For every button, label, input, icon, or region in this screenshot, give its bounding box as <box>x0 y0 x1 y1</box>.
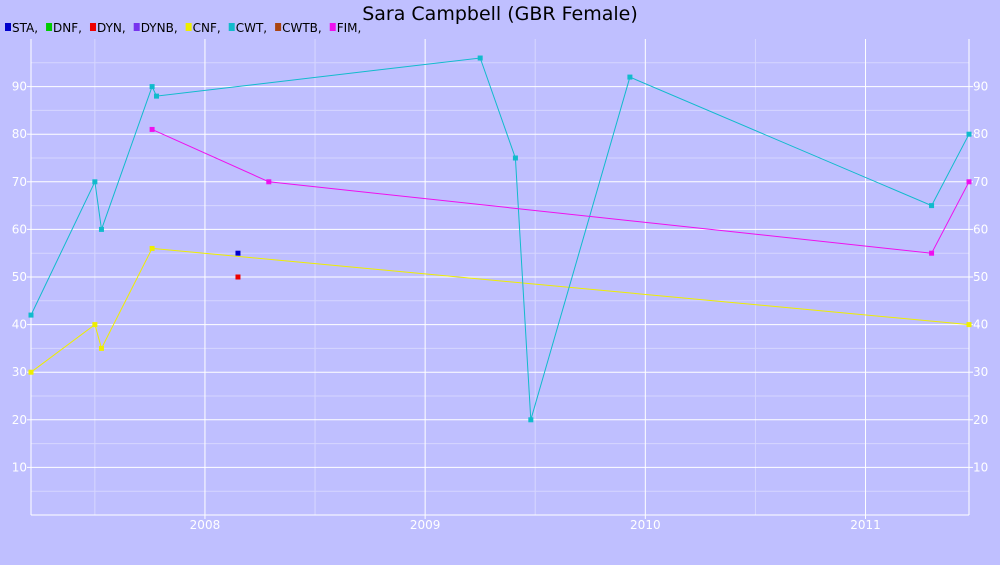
legend-swatch-cwtb <box>275 23 282 31</box>
y-tick-label-left: 90 <box>12 80 27 94</box>
series-line-fim <box>151 128 970 254</box>
series-sta <box>235 250 241 256</box>
legend-label-dyn: DYN, <box>97 21 126 35</box>
y-tick-label-right: 20 <box>973 413 988 427</box>
data-point-cwt <box>149 84 155 90</box>
legend-swatch-sta <box>5 23 11 31</box>
data-point-cwt <box>627 74 633 80</box>
legend-swatch-cnf <box>185 23 192 31</box>
y-tick-label-right: 40 <box>973 318 988 332</box>
series-layer <box>28 55 972 423</box>
series-cnf <box>28 245 972 375</box>
legend-label-dnf: DNF, <box>53 21 82 35</box>
legend-swatch-dynb <box>133 23 140 31</box>
legend-label-fim: FIM, <box>337 21 362 35</box>
data-point-cnf <box>28 369 34 375</box>
y-tick-label-left: 10 <box>12 460 27 474</box>
y-tick-label-left: 20 <box>12 413 27 427</box>
legend-label-cwtb: CWTB, <box>282 21 322 35</box>
data-point-cnf <box>92 322 98 328</box>
x-tick-label: 2011 <box>850 518 881 532</box>
data-point-fim <box>966 179 972 185</box>
data-point-cwt <box>929 203 935 209</box>
series-cwt <box>28 55 972 423</box>
y-tick-label-right: 90 <box>973 80 988 94</box>
data-point-cnf <box>149 245 155 251</box>
data-point-cwt <box>512 155 518 161</box>
legend-label-dynb: DYNB, <box>141 21 178 35</box>
data-point-cnf <box>98 345 104 351</box>
x-tick-label: 2010 <box>630 518 661 532</box>
legend: STA, DNF, DYN, DYNB, CNF, CWT, CWTB, FIM, <box>5 21 361 35</box>
x-tick-label: 2008 <box>190 518 221 532</box>
legend-label-sta: STA, <box>12 21 38 35</box>
data-point-cwt <box>528 417 534 423</box>
legend-swatch-dnf <box>46 23 53 31</box>
y-tick-label-left: 50 <box>12 270 27 284</box>
y-tick-label-left: 40 <box>12 318 27 332</box>
y-tick-label-left: 60 <box>12 222 27 236</box>
data-point-cwt <box>98 226 104 232</box>
series-dyn <box>235 274 241 280</box>
legend-label-cnf: CNF, <box>193 21 221 35</box>
y-tick-label-right: 60 <box>973 222 988 236</box>
chart-title: Sara Campbell (GBR Female) <box>362 3 638 25</box>
y-tick-label-right: 50 <box>973 270 988 284</box>
plot-area: 10 10 20 20 30 30 40 40 50 50 60 60 70 70 80 80 90 90 2008… <box>12 39 988 532</box>
data-point-dyn <box>235 274 241 280</box>
legend-swatch-cwt <box>228 23 235 31</box>
data-point-fim <box>149 126 155 132</box>
axes: 10 10 20 20 30 30 40 40 50 50 60 60 70 70 80 80 90 90 2008… <box>12 39 988 532</box>
data-point-cwt <box>92 179 98 185</box>
data-point-cwt <box>154 93 160 99</box>
y-tick-label-right: 80 <box>973 127 988 141</box>
data-point-cwt <box>966 131 972 137</box>
legend-label-cwt: CWT, <box>236 21 267 35</box>
y-tick-label-right: 70 <box>973 175 988 189</box>
data-point-cnf <box>966 322 972 328</box>
legend-swatch-dyn <box>89 23 96 31</box>
y-tick-label-left: 80 <box>12 127 27 141</box>
data-point-cwt <box>28 312 34 318</box>
y-tick-label-right: 10 <box>973 460 988 474</box>
data-point-fim <box>266 179 272 185</box>
data-point-cwt <box>477 55 483 61</box>
y-tick-label-left: 30 <box>12 365 27 379</box>
series-fim <box>149 126 972 256</box>
data-point-sta <box>235 250 241 256</box>
y-tick-label-right: 30 <box>973 365 988 379</box>
y-tick-label-left: 70 <box>12 175 27 189</box>
legend-swatch-fim <box>329 23 336 31</box>
x-tick-label: 2009 <box>410 518 441 532</box>
data-point-fim <box>929 250 935 256</box>
grid <box>31 39 969 515</box>
